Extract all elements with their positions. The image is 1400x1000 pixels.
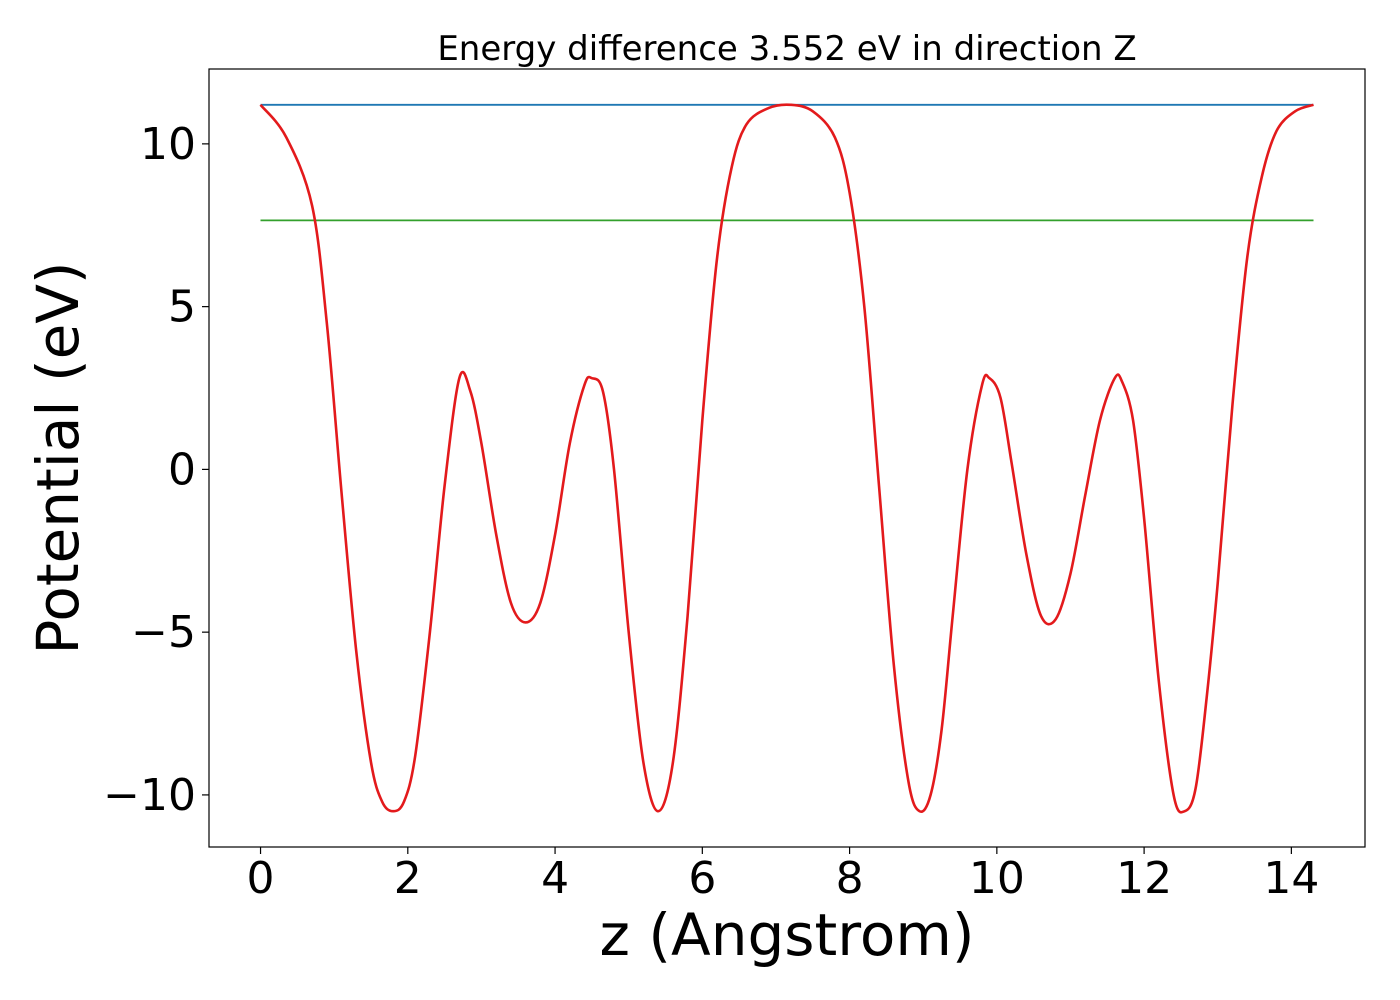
x-tick-label: 2 <box>394 853 422 904</box>
x-tick-label: 12 <box>1116 853 1172 904</box>
x-tick-label: 4 <box>541 853 569 904</box>
y-tick-label: −5 <box>131 607 196 658</box>
x-axis-label: z (Angstrom) <box>600 901 975 969</box>
plot-area <box>259 103 1314 814</box>
y-axis: −10 −5 0 5 10 <box>103 119 209 821</box>
potential-curve <box>259 103 1314 814</box>
x-tick-label: 0 <box>247 853 275 904</box>
y-tick-label: −10 <box>103 770 196 821</box>
x-tick-label: 8 <box>836 853 864 904</box>
x-tick-label: 10 <box>969 853 1025 904</box>
x-tick-label: 14 <box>1263 853 1319 904</box>
y-tick-label: 0 <box>168 444 196 495</box>
y-axis-label: Potential (eV) <box>24 261 92 654</box>
chart-title: Energy difference 3.552 eV in direction … <box>437 29 1136 69</box>
x-axis: 0 2 4 6 8 10 12 14 <box>247 847 1319 904</box>
y-tick-label: 5 <box>168 282 196 333</box>
x-tick-label: 6 <box>688 853 716 904</box>
axes-frame <box>208 68 1366 848</box>
y-tick-label: 10 <box>140 119 196 170</box>
